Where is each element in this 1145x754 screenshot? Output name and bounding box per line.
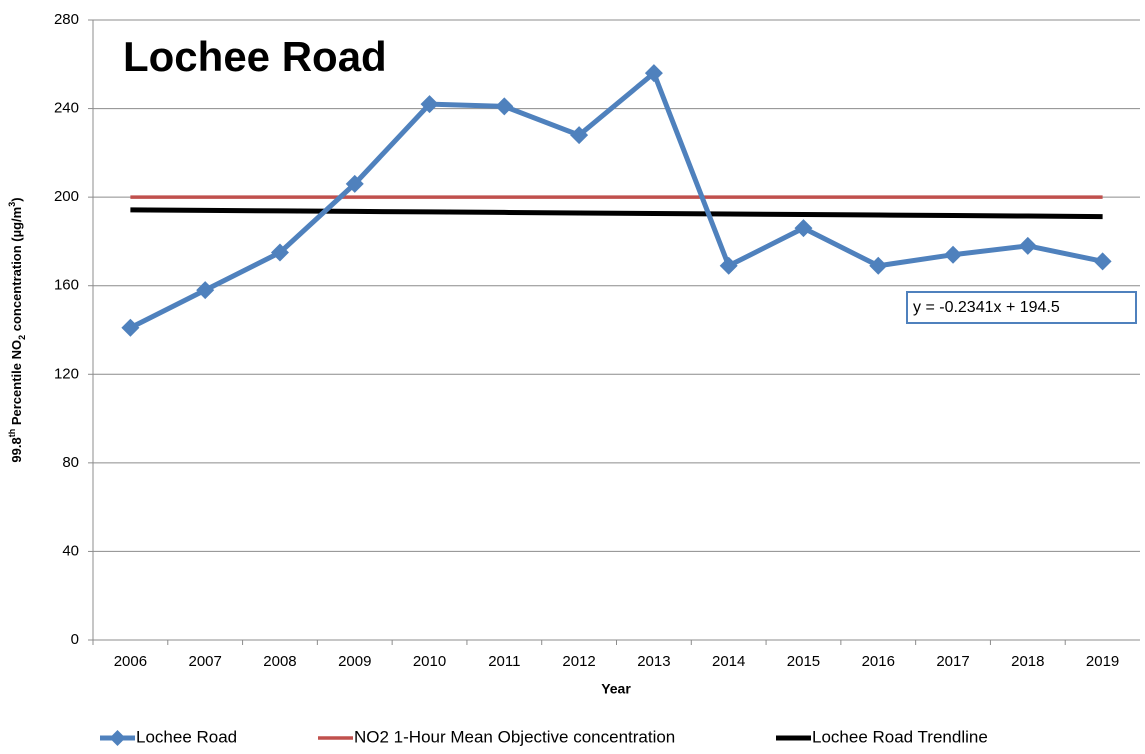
marker <box>644 64 663 83</box>
y-tick-label: 120 <box>54 365 79 382</box>
chart-title: Lochee Road <box>123 33 387 80</box>
marker <box>121 318 140 337</box>
x-tick-label: 2013 <box>637 653 670 670</box>
y-axis-label-part: Percentile NO <box>9 340 24 429</box>
x-tick-label: 2017 <box>936 653 969 670</box>
marker <box>495 97 514 116</box>
y-tick-label: 200 <box>54 188 79 205</box>
series-line <box>130 207 1103 220</box>
annotation: y = -0.2341x + 194.5 <box>913 299 1060 316</box>
legend-label: NO2 1-Hour Mean Objective concentration <box>354 727 675 746</box>
marker <box>1093 252 1112 271</box>
x-axis-label: Year <box>601 681 631 697</box>
y-tick-label: 40 <box>62 542 79 559</box>
x-tick-label: 2009 <box>338 653 371 670</box>
marker <box>944 245 963 264</box>
y-axis-label-part: th <box>7 429 17 438</box>
x-tick-label: 2012 <box>562 653 595 670</box>
marker <box>1018 236 1037 255</box>
x-tick-label: 2015 <box>787 653 820 670</box>
y-axis-label-part: 99.8 <box>9 437 24 462</box>
legend-label: Lochee Road <box>136 727 237 746</box>
y-axis-label: 99.8th Percentile NO2 concentration (µg/… <box>7 197 27 462</box>
x-tick-label: 2019 <box>1086 653 1119 670</box>
y-tick-label: 80 <box>62 454 79 471</box>
marker <box>420 95 439 114</box>
x-tick-label: 2008 <box>263 653 296 670</box>
legend-marker <box>109 730 126 746</box>
y-axis-label-part: concentration (µg/m <box>9 207 24 335</box>
marker <box>869 256 888 275</box>
y-axis-label-part: 2 <box>17 335 27 340</box>
marker <box>794 219 813 238</box>
marker <box>270 243 289 262</box>
series-line <box>129 70 1104 331</box>
marker <box>719 256 738 275</box>
y-tick-label: 280 <box>54 11 79 28</box>
x-tick-label: 2011 <box>488 653 520 670</box>
marker <box>570 126 589 145</box>
marker <box>345 174 364 193</box>
y-axis-label-part: ) <box>9 197 24 201</box>
x-tick-label: 2007 <box>188 653 221 670</box>
y-tick-label: 160 <box>54 277 79 294</box>
x-tick-label: 2010 <box>413 653 446 670</box>
marker <box>196 281 215 300</box>
legend-label: Lochee Road Trendline <box>812 727 988 746</box>
x-tick-label: 2014 <box>712 653 745 670</box>
y-tick-label: 0 <box>71 631 79 648</box>
x-tick-label: 2016 <box>862 653 895 670</box>
y-axis-label-part: 3 <box>7 202 17 207</box>
annotation-box <box>906 291 1137 324</box>
x-tick-label: 2018 <box>1011 653 1044 670</box>
y-tick-label: 240 <box>54 100 79 117</box>
x-tick-label: 2006 <box>114 653 147 670</box>
